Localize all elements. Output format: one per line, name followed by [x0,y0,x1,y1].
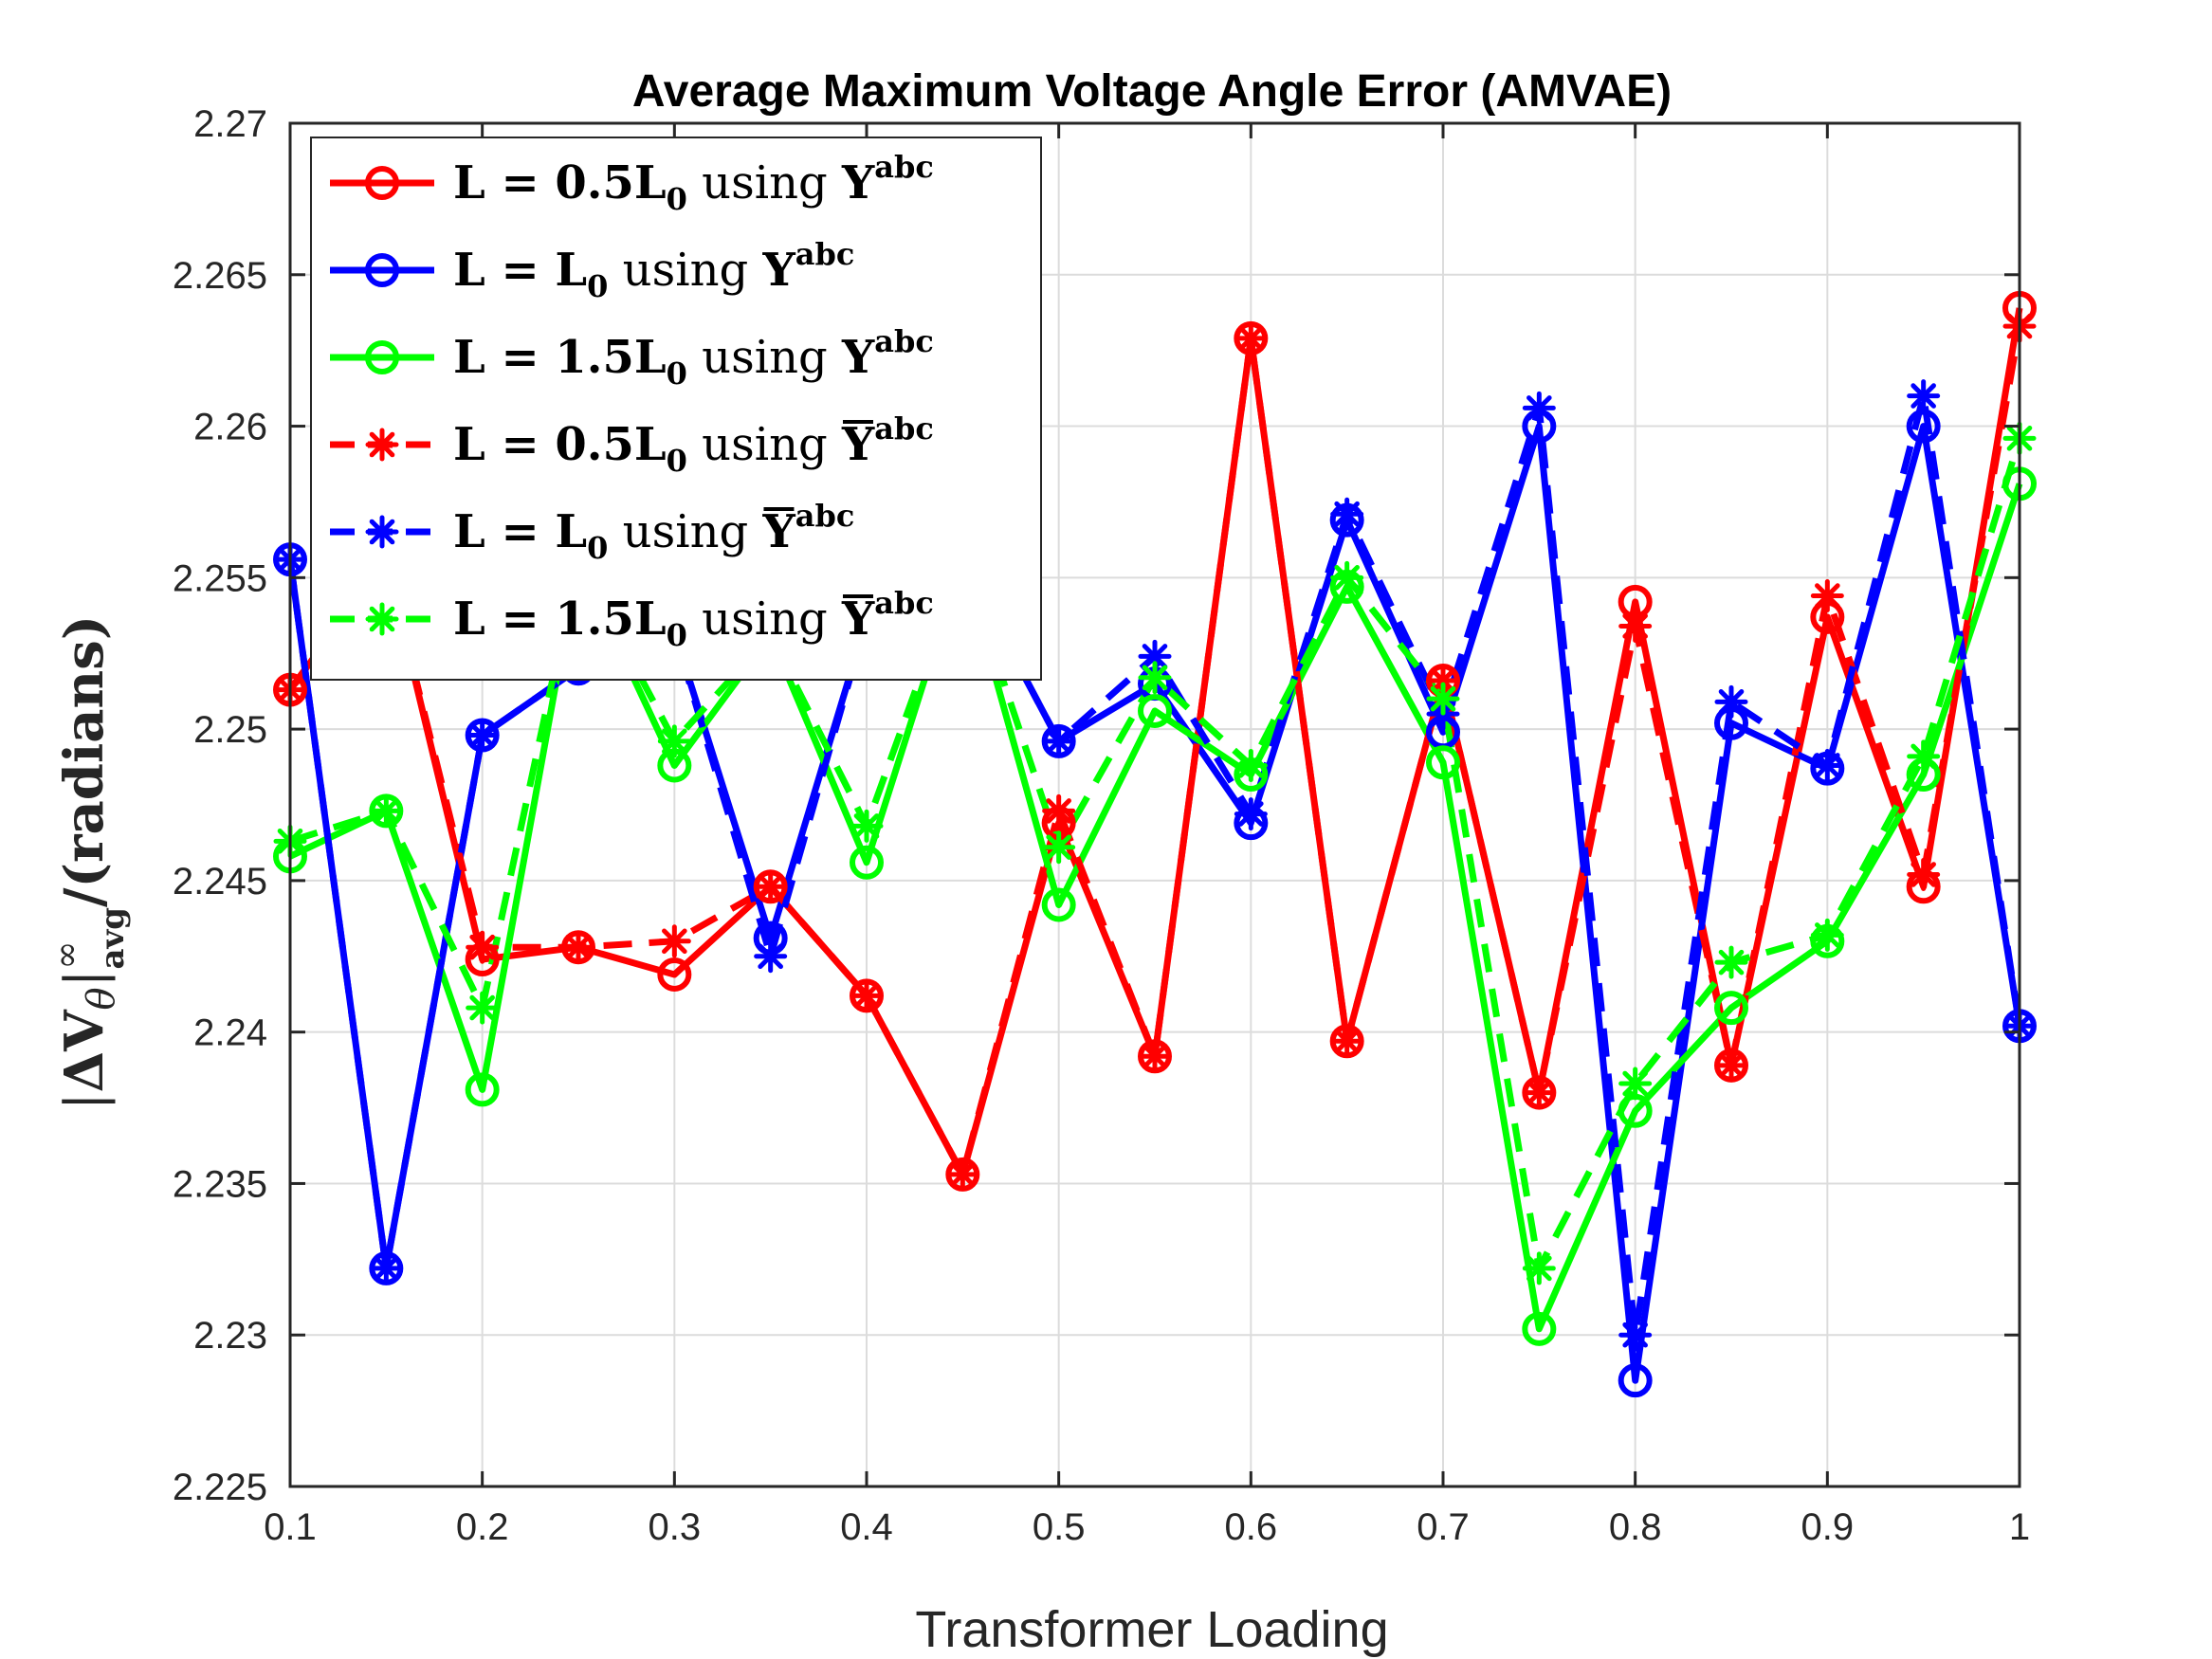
data-point [850,809,884,843]
y-tick-label: 2.245 [173,861,267,902]
x-tick-label: 0.8 [1609,1506,1662,1548]
data-point [1138,693,1172,728]
data-point [1907,379,1941,413]
chart-title: Average Maximum Voltage Angle Error (AMV… [632,66,1672,117]
data-point [1426,745,1460,780]
data-point [1522,1076,1556,1110]
data-point [1426,682,1460,716]
legend-entry: L = L0 using Yabc [330,236,854,304]
legend-entry: L = L0 using Yabc [330,498,854,566]
data-point [1810,918,1844,952]
data-point [1042,793,1076,828]
y-tick-label: 2.255 [173,557,267,599]
x-tick-label: 1 [2009,1506,2030,1548]
x-tick-label: 0.3 [649,1506,702,1548]
y-tick-label: 2.23 [193,1315,267,1357]
legend-label: L = 0.5L0 using Yabc [453,410,934,479]
data-point [1330,497,1364,531]
data-point [1234,797,1268,831]
data-point [850,845,884,880]
y-tick-labels: 2.225 2.23 2.235 2.24 2.245 2.25 2.255 2.26 2.26… [173,103,267,1508]
data-point [1714,945,1748,979]
axis-ticks [288,121,2021,1488]
data-point [369,1251,403,1285]
legend-box [310,137,1042,681]
y-tick-label: 2.26 [193,407,267,448]
data-point [1234,748,1268,782]
data-point [1330,560,1364,594]
data-point [1138,1039,1172,1073]
data-point [466,930,500,964]
data-point [1330,1024,1364,1058]
data-point [1234,321,1268,356]
data-point [1618,1066,1653,1101]
data-point [1042,830,1076,865]
data-point [1907,739,1941,774]
x-tick-label: 0.1 [264,1506,317,1548]
data-point [1522,391,1556,425]
data-point [850,978,884,1012]
data-point [657,957,692,992]
y-axis-label: |ΔVθ|∞ avg/(radians) [47,615,132,1111]
data-point [657,724,691,758]
data-point [1041,887,1076,922]
legend-entry: L = 1.5L0 using Yabc [330,323,934,392]
legend-label: L = 1.5L0 using Yabc [453,323,934,392]
data-point [657,924,691,958]
data-point [1810,579,1844,613]
legend-marker [365,428,399,462]
legend-label: L = 1.5L0 using Yabc [453,585,934,653]
legend-marker [365,253,399,287]
x-tick-label: 0.4 [840,1506,893,1548]
data-point [1522,1251,1556,1285]
svg-text:|ΔVθ|∞avg/(radians): |ΔVθ|∞ avg/(radians) [47,615,132,1111]
data-point [1138,661,1172,695]
series-markers-3 [273,309,2037,1192]
y-tick-label: 2.265 [173,255,267,297]
legend-marker [365,515,399,549]
data-point [561,930,595,964]
data-point [369,793,403,828]
y-tick-label: 2.27 [193,103,267,145]
data-point [466,991,500,1025]
legend-entry: L = 1.5L0 using Yabc [330,585,934,653]
x-tick-labels: 0.1 0.2 0.3 0.4 0.5 0.6 0.7 0.8 0.9 1 [264,1506,2030,1548]
data-point [754,869,788,903]
data-point [1618,609,1653,643]
x-tick-label: 0.6 [1225,1506,1278,1548]
legend-label: L = L0 using Yabc [453,236,854,304]
data-point [754,939,788,974]
y-tick-label: 2.24 [193,1012,267,1054]
data-point [1714,684,1748,719]
axes-box [288,121,2021,1488]
x-tick-label: 0.5 [1033,1506,1086,1548]
data-point [1618,1318,1653,1352]
legend: L = 0.5L0 using Yabc L = L0 using Yabc L =… [310,137,1042,681]
data-point [465,1072,500,1107]
data-point [466,719,500,753]
data-point [1810,748,1844,782]
legend-marker [365,166,399,200]
legend-entry: L = 0.5L0 using Yabc [330,410,934,479]
x-tick-label: 0.7 [1417,1506,1470,1548]
data-point [1714,991,1748,1026]
legend-label: L = 0.5L0 using Yabc [453,149,934,217]
data-point [945,1158,979,1192]
y-tick-label: 2.225 [173,1467,267,1508]
data-point [1907,857,1941,891]
legend-entry: L = 0.5L0 using Yabc [330,149,934,217]
y-tick-label: 2.235 [173,1163,267,1205]
data-point [1618,1363,1653,1398]
y-tick-label: 2.25 [193,709,267,751]
legend-marker [365,340,399,374]
data-point [1522,1311,1557,1346]
legend-label: L = L0 using Yabc [453,498,854,566]
x-tick-label: 0.9 [1801,1506,1855,1548]
x-tick-label: 0.2 [456,1506,509,1548]
data-point [1714,1048,1748,1083]
data-point [1042,724,1076,758]
x-axis-label: Transformer Loading [915,1601,1388,1658]
legend-marker [365,602,399,636]
